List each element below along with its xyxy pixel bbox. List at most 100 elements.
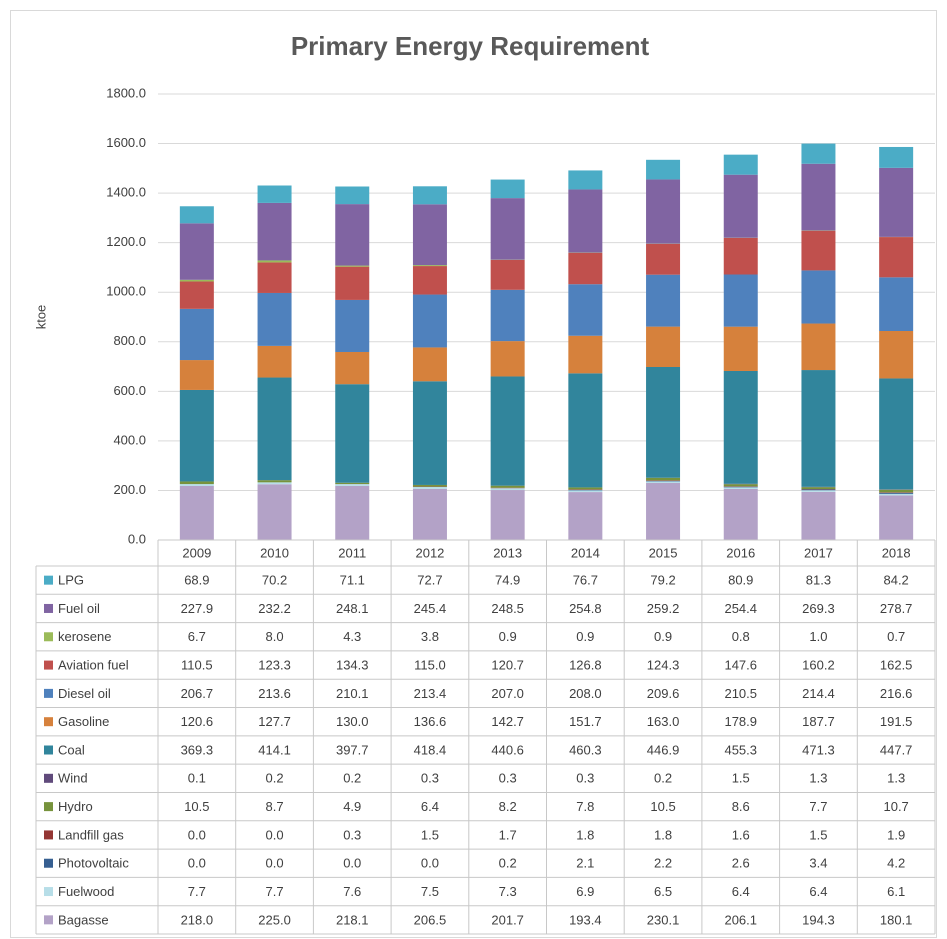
table-cell: 0.0 <box>188 827 206 842</box>
bar-segment <box>801 163 836 231</box>
table-cell: 3.8 <box>421 629 439 644</box>
y-tick-label: 600.0 <box>113 383 146 398</box>
table-cell: 201.7 <box>491 912 524 927</box>
bar-segment <box>801 491 836 540</box>
bar-segment <box>879 489 914 493</box>
table-cell: 254.4 <box>724 601 757 616</box>
table-cell: 84.2 <box>883 573 908 588</box>
table-cell: 6.4 <box>421 799 439 814</box>
table-cell: 0.3 <box>576 771 594 786</box>
y-tick-label: 200.0 <box>113 482 146 497</box>
bar-segment <box>879 167 914 237</box>
table-cell: 1.5 <box>809 827 827 842</box>
table-cell: 72.7 <box>417 573 442 588</box>
table-cell: 254.8 <box>569 601 602 616</box>
bar-segment <box>490 289 525 342</box>
table-cell: 10.7 <box>883 799 908 814</box>
bar-segment <box>257 345 292 378</box>
bar-segment <box>335 384 370 483</box>
x-tick-label: 2009 <box>182 545 211 560</box>
bar-segment <box>646 243 681 275</box>
bar-segment <box>723 484 758 487</box>
bar-segment <box>179 485 214 540</box>
table-cell: 0.9 <box>654 629 672 644</box>
bar-segment <box>723 488 758 540</box>
bar-segment <box>568 284 603 336</box>
table-cell: 6.1 <box>887 884 905 899</box>
bar-segment <box>490 341 525 377</box>
bar-segment <box>179 360 214 390</box>
legend-label: Hydro <box>58 799 93 814</box>
table-cell: 210.5 <box>724 686 757 701</box>
bar-segment <box>723 326 758 371</box>
table-cell: 7.7 <box>188 884 206 899</box>
bar-segment <box>568 492 603 540</box>
bar-segment <box>801 143 836 164</box>
table-cell: 2.6 <box>732 856 750 871</box>
y-tick-label: 400.0 <box>113 432 146 447</box>
legend-label: LPG <box>58 573 84 588</box>
table-cell: 6.5 <box>654 884 672 899</box>
table-cell: 471.3 <box>802 742 835 757</box>
table-cell: 127.7 <box>258 714 291 729</box>
legend-label: Fuelwood <box>58 884 114 899</box>
bar-segment <box>801 490 836 492</box>
table-cell: 162.5 <box>880 658 913 673</box>
y-axis-label: ktoe <box>33 305 48 330</box>
table-cell: 194.3 <box>802 912 835 927</box>
table-cell: 178.9 <box>724 714 757 729</box>
table-cell: 2.1 <box>576 856 594 871</box>
bar-segment <box>257 262 292 293</box>
legend-label: Diesel oil <box>58 686 111 701</box>
legend-label: Gasoline <box>58 714 109 729</box>
bar-segment <box>801 487 836 490</box>
bar-segment <box>879 378 914 490</box>
table-cell: 1.9 <box>887 827 905 842</box>
table-cell: 7.7 <box>809 799 827 814</box>
legend-swatch <box>44 717 53 727</box>
bar-segment <box>646 477 681 481</box>
table-cell: 120.6 <box>181 714 214 729</box>
bar-segment <box>179 481 214 485</box>
table-cell: 7.8 <box>576 799 594 814</box>
bar-segment <box>412 381 447 485</box>
table-cell: 4.3 <box>343 629 361 644</box>
table-cell: 0.0 <box>421 856 439 871</box>
table-cell: 191.5 <box>880 714 913 729</box>
table-cell: 216.6 <box>880 686 913 701</box>
table-cell: 70.2 <box>262 573 287 588</box>
table-cell: 74.9 <box>495 573 520 588</box>
table-cell: 136.6 <box>414 714 447 729</box>
table-cell: 81.3 <box>806 573 831 588</box>
table-cell: 68.9 <box>184 573 209 588</box>
bar-segment <box>257 202 292 261</box>
table-cell: 8.2 <box>499 799 517 814</box>
x-tick-label: 2015 <box>649 545 678 560</box>
table-cell: 0.3 <box>421 771 439 786</box>
table-cell: 397.7 <box>336 742 369 757</box>
bar-segment <box>646 326 681 368</box>
table-cell: 455.3 <box>724 742 757 757</box>
table-cell: 440.6 <box>491 742 524 757</box>
table-cell: 0.8 <box>732 629 750 644</box>
legend-swatch <box>44 915 53 925</box>
legend-swatch <box>44 688 53 698</box>
bar-segment <box>568 189 603 253</box>
table-cell: 6.9 <box>576 884 594 899</box>
legend-label: Coal <box>58 742 85 757</box>
bar-segment <box>412 265 447 267</box>
table-cell: 0.0 <box>343 856 361 871</box>
bar-segment <box>723 174 758 238</box>
bar-segment <box>646 481 681 483</box>
table-cell: 232.2 <box>258 601 291 616</box>
bar-segment <box>646 274 681 327</box>
y-tick-label: 1400.0 <box>106 185 146 200</box>
bar-segment <box>879 492 914 494</box>
bar-segment <box>490 179 525 199</box>
bar-segment <box>801 270 836 324</box>
bar-segment <box>879 146 914 168</box>
table-cell: 414.1 <box>258 742 291 757</box>
table-cell: 151.7 <box>569 714 602 729</box>
bar-segment <box>335 482 370 485</box>
